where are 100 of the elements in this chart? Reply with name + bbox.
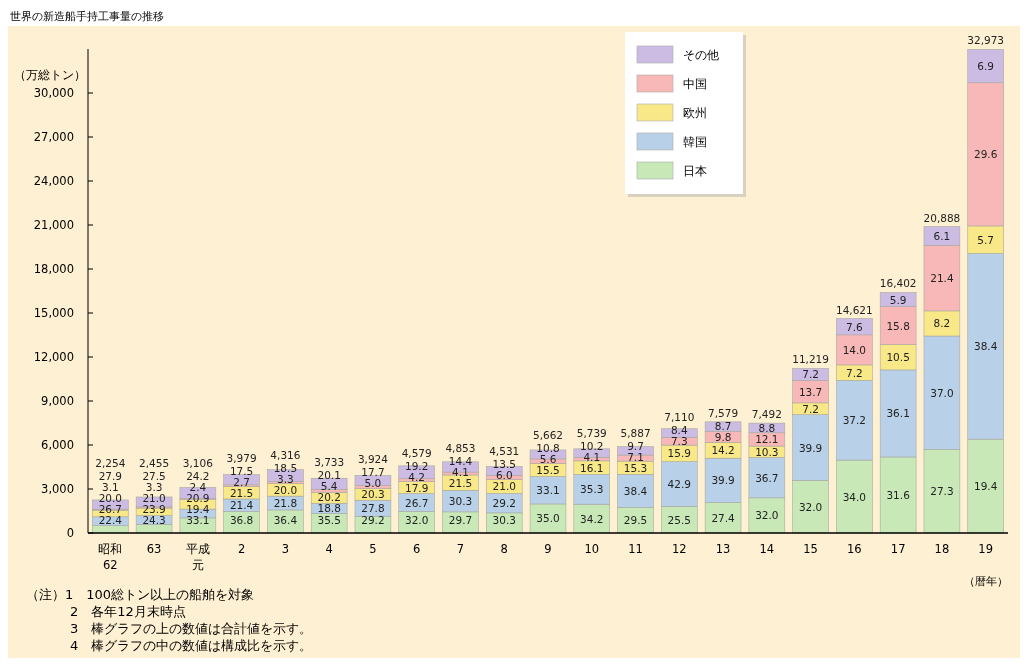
annotation: 21.5 [229, 486, 254, 499]
annotation: 24.2 [186, 470, 210, 482]
annotation: 25.5 [667, 513, 691, 526]
x-tick-label: 15 [803, 542, 818, 556]
x-tick-label: 16 [847, 542, 862, 556]
legend-label: 韓国 [683, 135, 707, 149]
annotation: 20.2 [317, 491, 341, 504]
annotation: 13.5 [492, 458, 516, 471]
chart-title: 世界の新造船手持工事量の推移 [10, 10, 164, 23]
annotation: 12.1 [755, 433, 779, 446]
annotation: 5.0 [364, 477, 382, 490]
annotation: 18.8 [317, 502, 341, 515]
annotation: 20.0 [98, 492, 123, 504]
annotation: 35.5 [317, 514, 341, 526]
annotation: 22.4 [98, 514, 123, 526]
total-label: 7,110 [664, 411, 695, 424]
annotation: 39.9 [798, 441, 823, 454]
annotation: 24.3 [142, 514, 166, 526]
annotation: 2.7 [233, 475, 250, 488]
annotation: 37.2 [842, 414, 867, 427]
annotation: 21.4 [930, 272, 954, 285]
total-label: 3,106 [182, 457, 214, 469]
annotation: 32.0 [755, 509, 779, 522]
annotation: 36.1 [886, 407, 910, 420]
x-tick-label: 12 [671, 542, 687, 556]
annotation: 31.6 [886, 488, 911, 501]
legend-label: その他 [683, 48, 719, 62]
annotation: 3.1 [101, 481, 119, 493]
annotation: 7.2 [802, 368, 819, 381]
annotation: 7.6 [846, 320, 864, 333]
annotation: 23.9 [142, 503, 166, 515]
x-tick-label: 19 [978, 542, 993, 556]
legend-label: 中国 [683, 77, 707, 91]
annotation: 13.7 [798, 385, 823, 398]
y-tick-label: 18,000 [33, 262, 74, 276]
y-tick-label: 15,000 [33, 306, 74, 320]
annotation: 29.2 [492, 497, 516, 510]
annotation: 10.5 [886, 351, 910, 364]
annotation: 15.9 [667, 447, 691, 460]
y-tick-label: 24,000 [33, 174, 74, 188]
total-label: 2,455 [139, 457, 170, 469]
total-label: 14,621 [836, 303, 873, 316]
total-label: 2,254 [95, 457, 126, 469]
annotation: 7.3 [670, 435, 688, 448]
annotation: 19.2 [405, 459, 429, 472]
annotation: 8.8 [758, 421, 776, 434]
annotation: 7.1 [627, 450, 644, 463]
annotation: 21.0 [492, 480, 516, 493]
annotation: 29.2 [361, 514, 385, 526]
annotation: 6.1 [933, 229, 951, 242]
total-label: 20,888 [923, 211, 961, 224]
annotation: 20.3 [361, 488, 385, 501]
legend-label: 日本 [683, 164, 707, 178]
annotation: 16.1 [580, 461, 604, 474]
total-label: 7,579 [708, 406, 739, 419]
x-tick-label: 8 [500, 542, 508, 556]
total-label: 32,973 [967, 34, 1005, 47]
annotation: 5.7 [977, 233, 995, 246]
total-label: 7,492 [751, 408, 782, 421]
annotation: 38.4 [973, 340, 998, 353]
y-tick-label: 27,000 [33, 130, 74, 144]
y-tick-label: 0 [66, 526, 74, 540]
annotation: 15.5 [536, 464, 560, 477]
annotation: 21.0 [142, 492, 166, 504]
annotation: 30.3 [448, 495, 473, 508]
y-tick-label: 3,000 [41, 482, 74, 496]
annotation: 10.8 [536, 442, 560, 455]
annotation: 27.4 [711, 511, 736, 524]
annotation: 35.0 [536, 512, 560, 525]
total-label: 3,979 [226, 451, 257, 464]
annotation: 19.4 [186, 503, 210, 515]
annotation: 32.0 [798, 500, 823, 513]
x-tick-label: 18 [934, 542, 950, 556]
y-tick-label: 21,000 [33, 218, 74, 232]
annotation: 36.4 [273, 514, 298, 526]
total-label: 5,739 [576, 426, 607, 439]
annotation: 32.0 [405, 514, 429, 526]
annotation: 4.1 [583, 450, 601, 463]
annotation: 26.7 [98, 503, 123, 515]
annotation: 9.8 [714, 430, 732, 443]
total-label: 4,531 [489, 445, 520, 458]
annotation: 21.8 [273, 497, 298, 510]
annotation: 36.7 [755, 471, 779, 484]
x-tick-label: 13 [715, 542, 731, 556]
x-tick-label: 6 [413, 542, 421, 556]
annotation: 17.9 [405, 481, 429, 494]
total-label: 4,853 [445, 441, 476, 454]
annotation: 33.1 [536, 484, 560, 497]
x-tick-label: 63 [146, 542, 162, 556]
annotation: 39.9 [711, 474, 735, 487]
text: （注）1 100総トン以上の船舶を対象 [26, 587, 255, 602]
annotation: 8.2 [933, 317, 951, 330]
total-label: 4,316 [270, 448, 301, 461]
x-tick-label: 5 [369, 542, 377, 556]
x-tick-label: 3 [281, 542, 290, 556]
x-tick-label: 9 [544, 542, 552, 556]
y-axis-title: （万総トン） [14, 68, 86, 82]
annotation: 38.4 [623, 484, 648, 497]
annotation: 34.2 [580, 512, 604, 525]
annotation: 27.5 [142, 470, 166, 482]
